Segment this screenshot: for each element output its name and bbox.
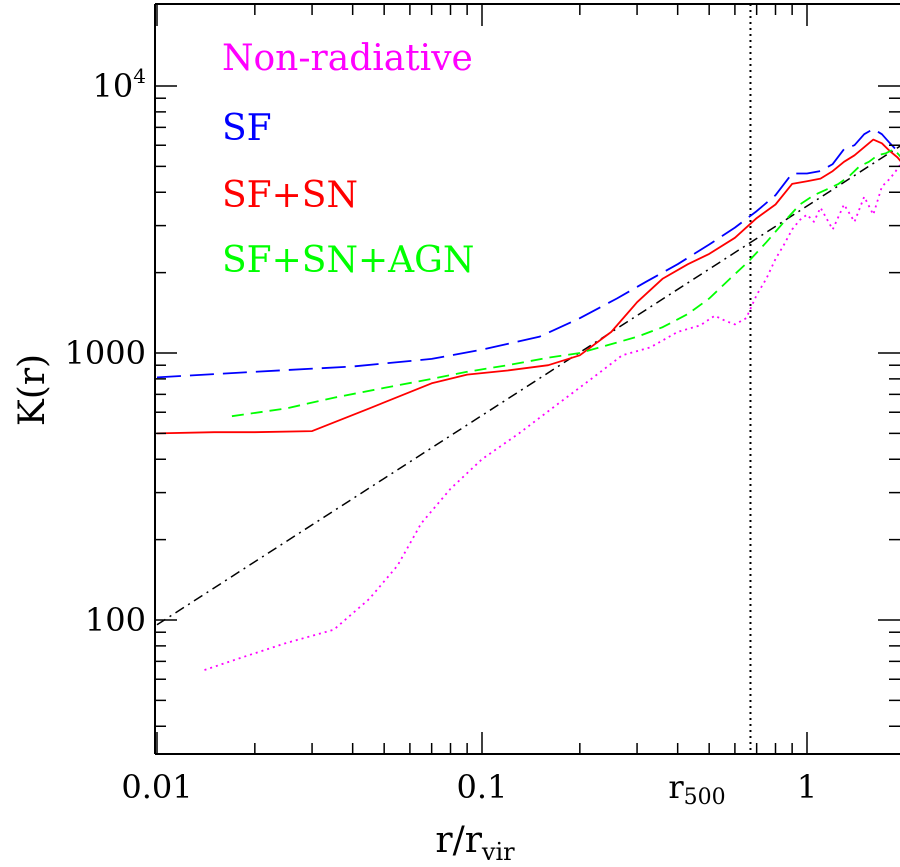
series-line-sf-sn: [156, 138, 900, 435]
series-line-sf-sn-agn: [231, 148, 900, 418]
reference-power-law-line: [156, 145, 900, 626]
legend: Non-radiative SF SF+SN SF+SN+AGN: [222, 38, 474, 281]
vline-label-sub: 500: [684, 785, 726, 810]
x-tick-label: 0.1: [457, 768, 508, 806]
x-tick-label: 1: [797, 768, 817, 806]
series-line-non-radiative: [204, 163, 900, 671]
x-axis-label: r/rvir: [435, 820, 515, 866]
y-tick-label: 1000: [65, 334, 146, 372]
legend-entry-non-radiative: Non-radiative: [222, 38, 473, 79]
series-line-sf: [156, 128, 900, 379]
plot-area: [156, 4, 900, 754]
legend-entry-sf-sn-agn: SF+SN+AGN: [222, 240, 474, 281]
x-axis-label-main: r/r: [435, 820, 482, 861]
x-tick-label: 0.01: [121, 768, 192, 806]
vline-label-main: r: [668, 768, 684, 806]
legend-entry-sf-sn: SF+SN: [222, 175, 358, 216]
y-tick-label: 100: [85, 601, 146, 639]
y-axis-label: K(r): [12, 354, 53, 426]
legend-entry-sf: SF: [222, 108, 272, 149]
axis-ticks: [155, 4, 900, 754]
x-axis-label-sub: vir: [481, 838, 515, 866]
tick-labels: 0.01 0.1 1 100 1000 104: [65, 64, 818, 806]
vline-label: r500: [668, 768, 725, 810]
y-tick-label: 104: [93, 64, 146, 105]
